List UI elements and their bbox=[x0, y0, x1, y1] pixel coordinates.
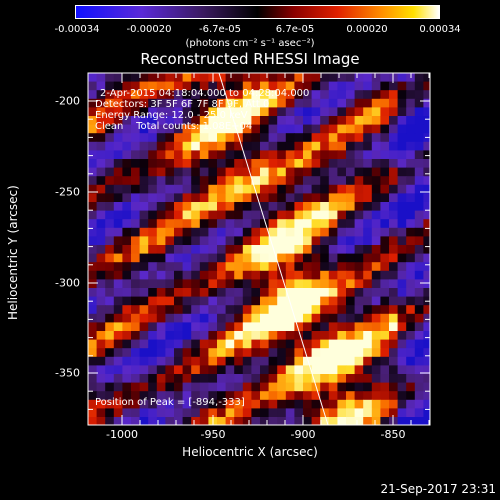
colorbar-tick: -6.7e-05 bbox=[199, 24, 241, 35]
annotation-detectors: Detectors: 3F 5F 6F 7F 8F 9F, Att 0 bbox=[95, 99, 270, 110]
annotation-time-range: 2-Apr-2015 04:18:04.000 to 04:28:04.000 bbox=[100, 88, 310, 99]
x-tick-label: -950 bbox=[200, 428, 226, 441]
plot-title: Reconstructed RHESSI Image bbox=[140, 50, 360, 68]
colorbar-tick: 6.7e-05 bbox=[275, 24, 315, 35]
x-tick-label: -850 bbox=[380, 428, 406, 441]
x-axis-label: Heliocentric X (arcsec) bbox=[182, 445, 318, 459]
colorbar bbox=[75, 5, 440, 19]
annotation-energy: Energy Range: 12.0 - 25.0 keV bbox=[95, 110, 248, 121]
x-tick-label: -900 bbox=[290, 428, 316, 441]
colorbar-units: (photons cm⁻² s⁻¹ asec⁻²) bbox=[185, 38, 315, 49]
annotation-peak: Position of Peak = [-894,-333] bbox=[95, 397, 245, 408]
plot-frame bbox=[87, 72, 431, 426]
date-stamp: 21-Sep-2017 23:31 bbox=[380, 482, 496, 496]
y-axis-label: Heliocentric Y (arcsec) bbox=[6, 185, 20, 320]
limb-line bbox=[218, 72, 329, 426]
y-tick-label: -350 bbox=[55, 366, 80, 380]
colorbar-tick: -0.00034 bbox=[54, 24, 100, 35]
annotation-clean: Clean Total counts: 1.08E+04 bbox=[95, 121, 253, 132]
x-tick-label: -1000 bbox=[106, 428, 138, 441]
colorbar-tick: -0.00020 bbox=[126, 24, 172, 35]
y-tick-label: -200 bbox=[55, 94, 80, 108]
y-tick-label: -300 bbox=[55, 276, 80, 290]
y-tick-label: -250 bbox=[55, 185, 80, 199]
image-pixels bbox=[88, 73, 430, 425]
colorbar-tick: 0.00020 bbox=[346, 24, 388, 35]
colorbar-tick: 0.00034 bbox=[419, 24, 461, 35]
